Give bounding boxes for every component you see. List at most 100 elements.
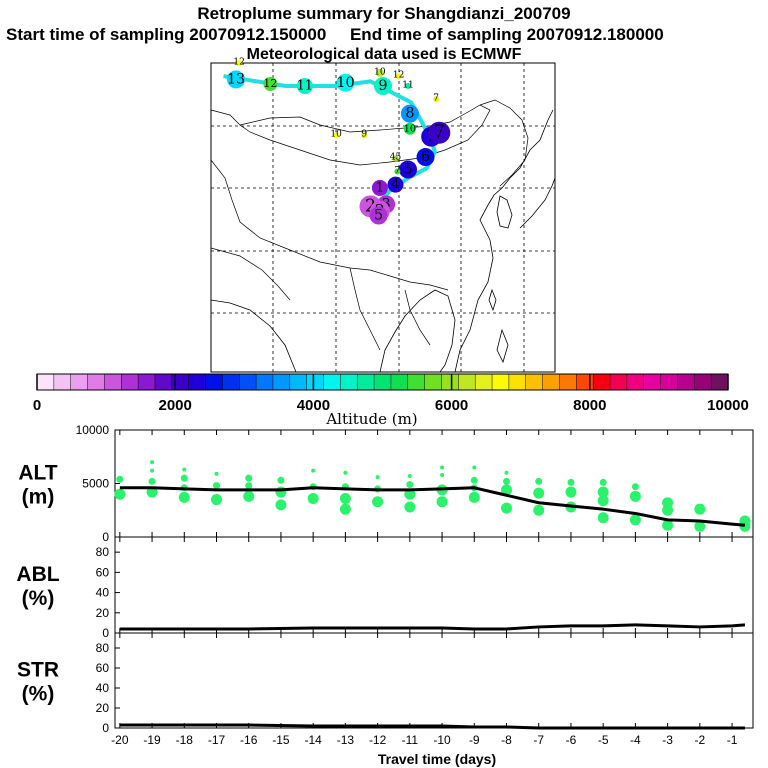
alt-cluster-dot — [150, 460, 155, 465]
alt-cluster-dot — [214, 471, 219, 476]
alt-cluster-dot — [567, 478, 575, 486]
alt-cluster-dot — [213, 482, 220, 490]
x-tick-label: -9 — [469, 733, 480, 747]
border-india — [210, 247, 291, 301]
colorbar-swatch — [660, 374, 678, 390]
x-tick-label: -3 — [662, 733, 673, 747]
colorbar-tick-label: 6000 — [435, 397, 468, 414]
plume-day-label: 10 — [336, 75, 354, 91]
border-mongolia — [239, 104, 491, 166]
alt-panel-label: ALT — [18, 462, 57, 485]
alt-cluster-dot — [597, 512, 609, 524]
plume-cluster-dot — [387, 176, 404, 193]
colorbar-swatch — [610, 374, 628, 390]
abl-ytick-label: 20 — [96, 606, 110, 620]
colorbar-swatch — [138, 374, 156, 390]
x-tick-label: -19 — [143, 733, 161, 747]
plume-cluster-dot — [375, 68, 384, 77]
alt-cluster-dot — [597, 486, 609, 498]
alt-cluster-dot — [597, 495, 609, 507]
border-china-south — [369, 269, 449, 291]
alt-cluster-dot — [694, 503, 706, 515]
alt-cluster-dot — [440, 472, 445, 477]
x-tick-label: -15 — [272, 733, 290, 747]
colorbar-swatch — [104, 374, 122, 390]
plume-cluster-dot — [374, 77, 392, 96]
colorbar-swatch — [711, 374, 729, 390]
x-tick-label: -17 — [208, 733, 226, 747]
coastline-indochina — [379, 289, 456, 373]
plume-cluster-dot — [428, 121, 451, 144]
colorbar-swatch — [626, 374, 645, 390]
plume-cluster-dot — [369, 206, 388, 225]
plume-cluster-dot — [395, 73, 402, 80]
plume-day-label: 12 — [233, 57, 244, 67]
alt-cluster-dot — [629, 490, 641, 502]
plume-day-label: 1 — [376, 181, 384, 196]
str-panel-label: STR — [17, 659, 59, 682]
x-tick-label: -20 — [111, 733, 129, 747]
abl-panel-unit: (%) — [22, 587, 55, 610]
alt-frame — [114, 429, 754, 538]
alt-cluster-dot — [116, 475, 124, 483]
abl-frame — [114, 536, 754, 634]
colorbar-swatch — [407, 374, 426, 390]
border-northeast — [479, 99, 529, 187]
plume-day-label: 7 — [433, 94, 439, 104]
alt-cluster-dot — [375, 475, 380, 480]
border-kazakh — [210, 109, 241, 126]
colorbar-swatch — [154, 374, 173, 390]
alt-cluster-dot — [404, 488, 416, 500]
x-tick-label: -6 — [566, 733, 577, 747]
alt-cluster-dot — [501, 484, 512, 496]
plume-day-label: 11 — [402, 80, 413, 90]
alt-cluster-dot — [182, 467, 187, 472]
plume-cluster-dot — [405, 83, 412, 90]
str-panel-unit: (%) — [22, 683, 55, 706]
plume-cluster-dot — [403, 122, 416, 135]
alt-line — [119, 486, 746, 527]
alt-cluster-dot — [311, 468, 316, 473]
altitude-colorbar: 0 2000 4000 6000 8000 10000 — [33, 373, 749, 414]
plume-cluster-dot — [394, 168, 401, 175]
end-time-label: End time of sampling 20070912.180000 — [349, 25, 664, 44]
colorbar-swatch — [70, 374, 88, 390]
colorbar-swatch — [306, 374, 324, 390]
abl-panel: 80 60 40 20 0 ABL(%) — [16, 536, 754, 640]
str-panel: 80 60 40 20 0 STR(%) — [17, 632, 754, 735]
colorbar-swatch — [542, 374, 560, 390]
plume-day-label: 2 — [365, 196, 376, 216]
colorbar-swatch — [424, 374, 442, 390]
alt-cluster-dot — [407, 474, 412, 479]
coastline-korea — [496, 195, 513, 229]
plume-day-label: 45 — [390, 153, 402, 163]
plume-cluster-dot — [227, 70, 246, 89]
plume-cluster-dot — [400, 104, 419, 123]
plume-cluster-dot — [416, 148, 435, 167]
colorbar-swatch — [239, 374, 257, 390]
colorbar-swatch — [677, 374, 695, 390]
alt-cluster-dot — [307, 492, 319, 504]
str-ytick-label: 60 — [96, 661, 110, 675]
alt-panel: 10000 5000 0 ALT(m) — [18, 423, 754, 544]
x-tick-label: -18 — [176, 733, 194, 747]
alt-ytick-label: 0 — [102, 530, 109, 544]
alt-cluster-dot — [501, 502, 512, 514]
plume-day-label: 7 — [434, 123, 445, 143]
alt-cluster-dot — [243, 490, 255, 502]
colorbar-swatch — [256, 374, 274, 390]
x-tick-label: -10 — [433, 733, 451, 747]
x-tick-label: -14 — [304, 733, 322, 747]
abl-line — [119, 623, 746, 631]
abl-ytick-label: 60 — [96, 565, 110, 579]
alt-cluster-dot — [503, 477, 510, 485]
colorbar-swatch — [323, 374, 341, 390]
str-line — [119, 723, 745, 730]
plume-cluster-dot — [371, 179, 388, 196]
colorbar-swatch — [390, 374, 409, 390]
colorbar-swatch — [87, 374, 105, 390]
plume-day-label: 13 — [227, 71, 245, 87]
coastline-east-asia — [454, 109, 554, 373]
plume-cluster-dot — [333, 132, 340, 139]
colorbar-swatch — [171, 374, 190, 390]
